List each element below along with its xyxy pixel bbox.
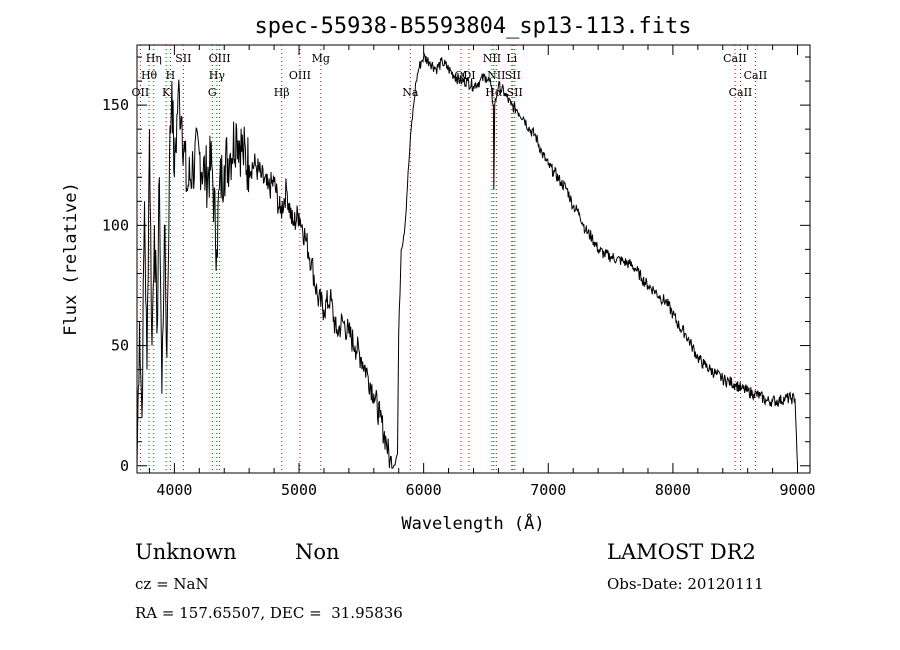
line-label: Hη bbox=[146, 52, 162, 65]
line-label: G bbox=[208, 86, 217, 99]
y-tick-label: 100 bbox=[102, 216, 129, 234]
line-label: H bbox=[166, 69, 176, 82]
line-label: SII bbox=[175, 52, 191, 65]
line-label: Li bbox=[506, 52, 517, 65]
spectral-subclass: Non bbox=[295, 540, 340, 564]
line-label: NII bbox=[487, 69, 505, 82]
spectrum-line bbox=[136, 52, 798, 469]
x-tick-label: 9000 bbox=[779, 481, 815, 499]
coordinates: RA = 157.65507, DEC = 31.95836 bbox=[135, 604, 403, 622]
line-label: SII bbox=[507, 86, 523, 99]
plot-frame bbox=[136, 44, 811, 474]
line-label: K bbox=[162, 86, 171, 99]
line-label: Hθ bbox=[141, 69, 158, 82]
line-label: OI bbox=[462, 69, 475, 82]
x-axis: 4000 5000 6000 7000 8000 9000 bbox=[148, 45, 816, 499]
line-label: NII bbox=[483, 52, 501, 65]
x-tick-label: 6000 bbox=[406, 481, 442, 499]
obs-date: Obs-Date: 20120111 bbox=[607, 575, 764, 593]
y-tick-label: 50 bbox=[111, 337, 129, 355]
line-label: Mg bbox=[312, 52, 330, 65]
x-tick-label: 4000 bbox=[156, 481, 192, 499]
redshift-cz: cz = NaN bbox=[135, 575, 209, 593]
x-tick-label: 5000 bbox=[281, 481, 317, 499]
chart-title: spec-55938-B5593804_sp13-113.fits bbox=[254, 14, 691, 39]
survey-name: LAMOST DR2 bbox=[607, 540, 756, 564]
spectral-line-marks bbox=[139, 45, 756, 473]
x-axis-label: Wavelength (Å) bbox=[401, 512, 544, 534]
line-label: CaII bbox=[723, 52, 747, 65]
y-tick-label: 0 bbox=[120, 457, 129, 475]
x-tick-label: 7000 bbox=[530, 481, 566, 499]
line-label: CaII bbox=[744, 69, 768, 82]
line-label: OIII bbox=[209, 52, 231, 65]
line-label: Na bbox=[402, 86, 419, 99]
line-label: OIII bbox=[289, 69, 311, 82]
spectral-class: Unknown bbox=[135, 540, 237, 564]
y-axis: 0 50 100 150 bbox=[102, 56, 810, 475]
line-label: SII bbox=[505, 69, 521, 82]
y-tick-label: 150 bbox=[102, 96, 129, 114]
line-label: CaII bbox=[729, 86, 753, 99]
line-label: Hγ bbox=[209, 69, 226, 82]
x-tick-label: 8000 bbox=[655, 481, 691, 499]
line-label: OII bbox=[132, 86, 150, 99]
y-axis-label: Flux (relative) bbox=[61, 182, 81, 336]
line-label: Hβ bbox=[274, 86, 290, 99]
